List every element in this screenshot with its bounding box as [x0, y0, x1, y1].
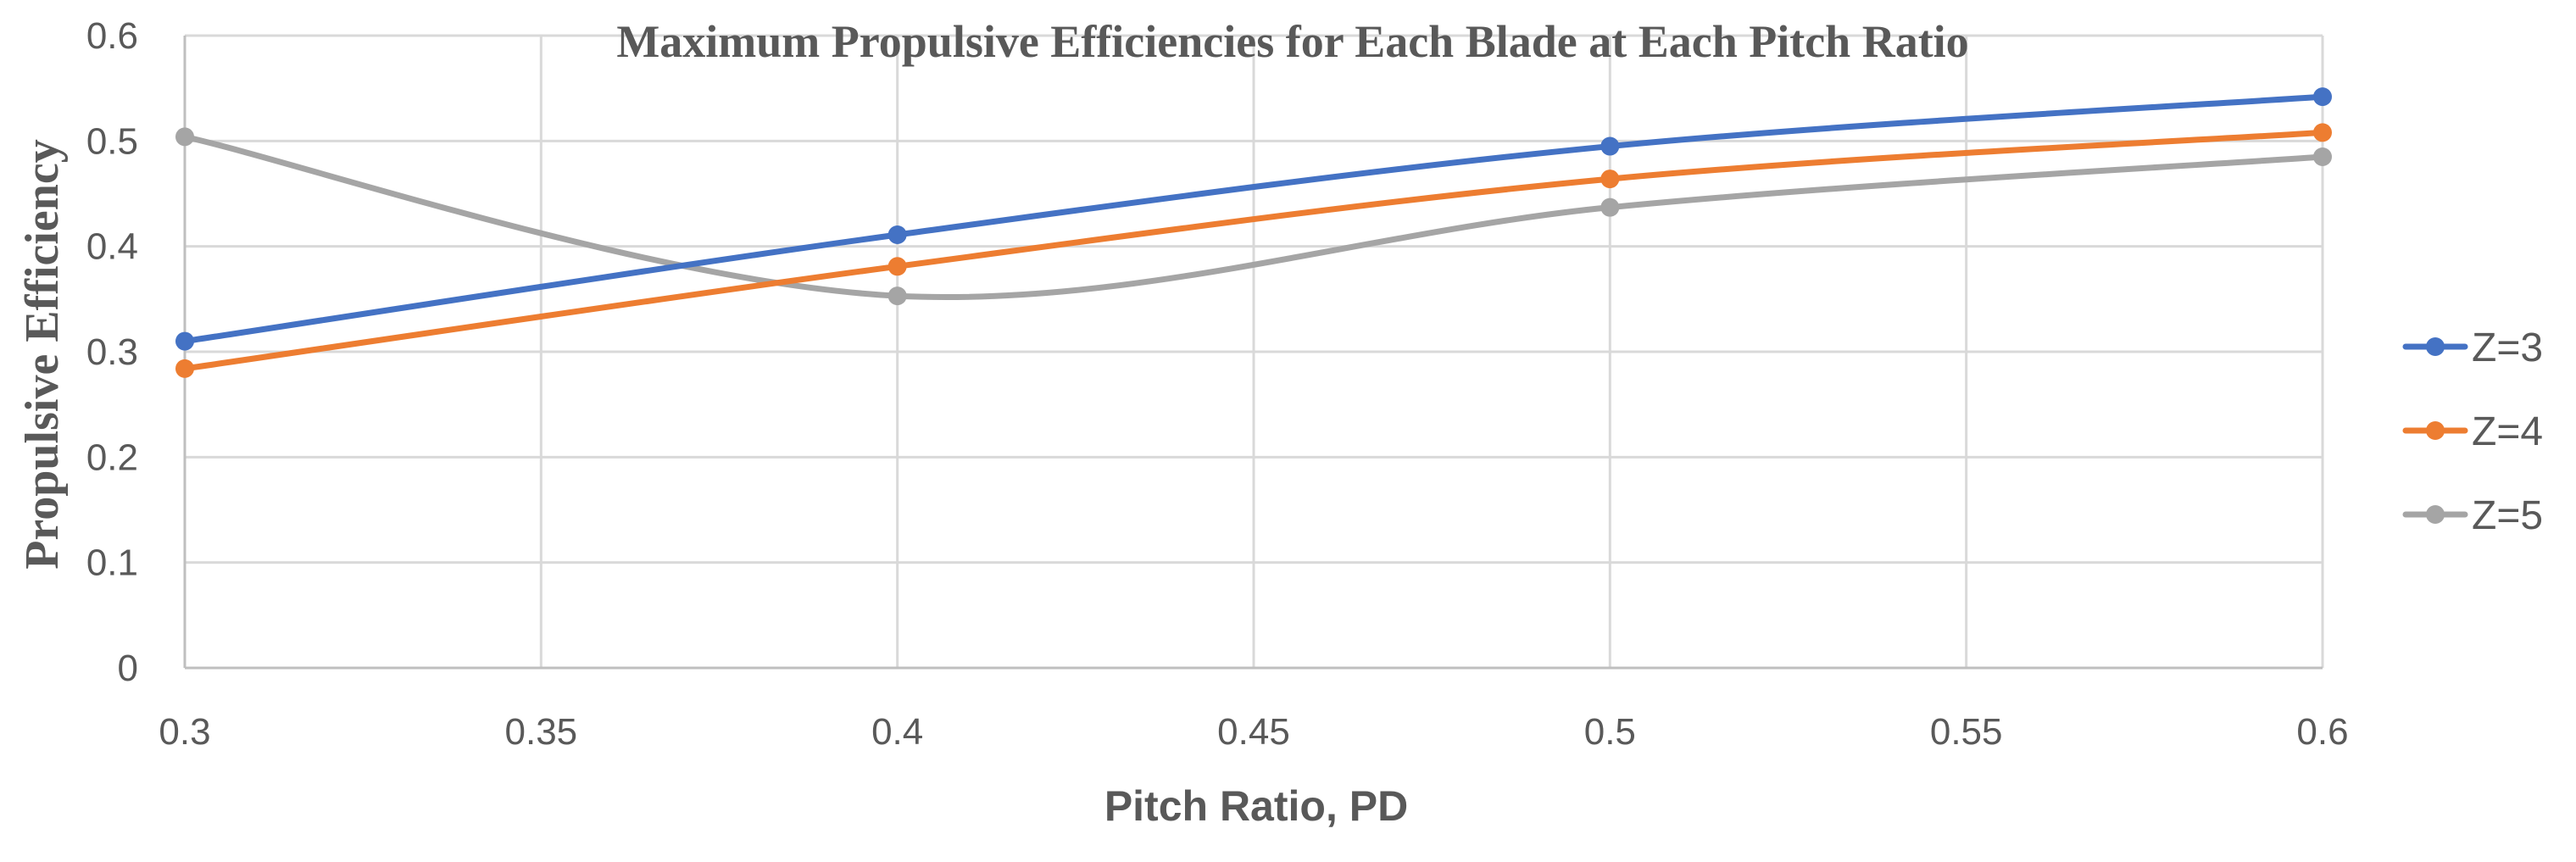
series-z5 [175, 127, 2332, 306]
y-tick-label: 0.2 [86, 437, 138, 478]
data-point-z4-1 [887, 257, 907, 276]
series-layer [175, 87, 2332, 378]
y-tick-label: 0.1 [86, 542, 138, 584]
data-point-z4-3 [2313, 123, 2332, 142]
series-z3 [175, 87, 2332, 351]
y-tick-label: 0.3 [86, 331, 138, 373]
series-z4 [175, 123, 2332, 378]
data-point-z3-0 [175, 331, 194, 351]
data-point-z3-2 [1600, 136, 1620, 156]
legend-item-z3: Z=3 [2402, 325, 2543, 370]
x-tick-label: 0.5 [1584, 711, 1636, 753]
tick-layer: 0 0.1 0.2 0.3 0.4 0.5 0.6 0.3 0.35 0.4 0.45 0.5 0.55… [86, 15, 2349, 753]
data-point-z5-1 [887, 286, 907, 306]
legend-item-z5: Z=5 [2402, 493, 2543, 538]
x-tick-label: 0.4 [871, 711, 923, 753]
x-tick-label: 0.3 [159, 711, 210, 753]
x-axis-title: Pitch Ratio, PD [1104, 782, 1408, 830]
x-tick-label: 0.55 [1930, 711, 2003, 753]
legend-item-z4: Z=4 [2402, 409, 2543, 454]
y-axis-title: Propulsive Efficiency [16, 139, 69, 570]
legend-marker-z4 [2426, 421, 2445, 440]
legend-label-z4: Z=4 [2472, 409, 2543, 454]
legend-marker-z5 [2426, 505, 2445, 524]
data-point-z5-0 [175, 127, 194, 147]
legend-label-z3: Z=3 [2472, 325, 2543, 370]
y-tick-label: 0.5 [86, 120, 138, 162]
series-line-z4 [181, 129, 2326, 372]
series-line-z3 [181, 93, 2326, 345]
x-tick-label: 0.6 [2296, 711, 2348, 753]
data-point-z3-1 [887, 225, 907, 244]
data-point-z3-3 [2313, 87, 2332, 107]
y-tick-label: 0 [118, 648, 138, 689]
data-point-z4-2 [1600, 170, 1620, 189]
data-point-z4-0 [175, 359, 194, 378]
x-tick-label: 0.45 [1217, 711, 1290, 753]
chart-title: Maximum Propulsive Efficiencies for Each… [616, 16, 1968, 67]
data-point-z5-3 [2313, 147, 2332, 166]
y-tick-label: 0.4 [86, 226, 138, 268]
grid-layer [185, 34, 2324, 668]
legend-label-z5: Z=5 [2472, 493, 2543, 538]
legend: Z=3 Z=4 Z=5 [2402, 325, 2543, 538]
series-line-z5 [181, 133, 2326, 301]
legend-marker-z3 [2426, 337, 2445, 356]
data-point-z5-2 [1600, 197, 1620, 217]
y-tick-label: 0.6 [86, 15, 138, 57]
x-tick-label: 0.35 [505, 711, 578, 753]
